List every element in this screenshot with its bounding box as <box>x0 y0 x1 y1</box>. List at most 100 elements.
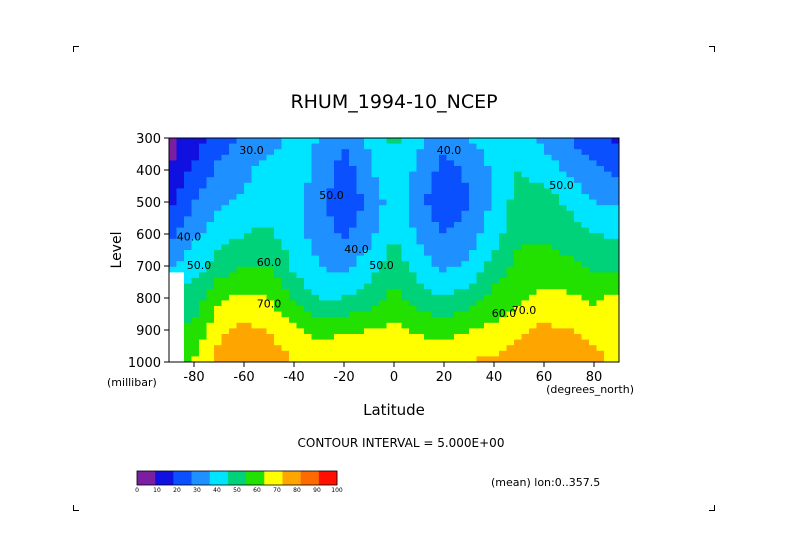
field-cell <box>484 143 493 150</box>
field-cell <box>356 149 365 156</box>
field-cell <box>566 177 575 184</box>
field-cell <box>214 300 223 307</box>
field-cell <box>304 278 313 285</box>
field-cell <box>349 294 358 301</box>
field-cell <box>289 182 298 189</box>
field-cell <box>274 272 283 279</box>
field-cell <box>611 188 619 195</box>
field-cell <box>281 199 290 206</box>
field-cell <box>394 138 403 145</box>
field-cell <box>364 345 373 352</box>
field-cell <box>319 210 328 217</box>
field-cell <box>431 334 440 341</box>
field-cell <box>506 194 515 201</box>
field-cell <box>484 272 493 279</box>
field-cell <box>259 317 268 324</box>
field-cell <box>551 255 560 262</box>
field-cell <box>566 300 575 307</box>
field-cell <box>341 166 350 173</box>
field-cell <box>214 261 223 268</box>
field-cell <box>371 339 380 346</box>
field-cell <box>499 339 508 346</box>
field-cell <box>214 149 223 156</box>
field-cell <box>559 339 568 346</box>
field-cell <box>611 160 619 167</box>
field-cell <box>244 345 253 352</box>
field-cell <box>221 166 230 173</box>
field-cell <box>251 255 260 262</box>
field-cell <box>266 345 275 352</box>
field-cell <box>274 227 283 234</box>
field-cell <box>521 160 530 167</box>
field-cell <box>356 289 365 296</box>
field-cell <box>236 311 245 318</box>
field-cell <box>296 149 305 156</box>
field-cell <box>274 143 283 150</box>
field-cell <box>566 328 575 335</box>
field-cell <box>491 138 500 145</box>
field-cell <box>499 272 508 279</box>
field-cell <box>476 154 485 161</box>
field-cell <box>206 317 215 324</box>
field-cell <box>484 227 493 234</box>
field-cell <box>454 177 463 184</box>
field-cell <box>281 300 290 307</box>
field-cell <box>334 160 343 167</box>
field-cell <box>469 154 478 161</box>
field-cell <box>589 160 598 167</box>
field-cell <box>506 328 515 335</box>
field-cell <box>611 244 619 251</box>
field-cell <box>296 194 305 201</box>
field-cell <box>379 261 388 268</box>
field-cell <box>259 311 268 318</box>
field-cell <box>176 255 185 262</box>
field-cell <box>521 149 530 156</box>
field-cell <box>251 294 260 301</box>
field-cell <box>244 317 253 324</box>
field-cell <box>401 272 410 279</box>
field-cell <box>431 266 440 273</box>
field-cell <box>416 143 425 150</box>
field-cell <box>281 345 290 352</box>
field-cell <box>551 138 560 145</box>
field-cell <box>566 306 575 313</box>
field-cell <box>574 322 583 329</box>
field-cell <box>581 266 590 273</box>
field-cell <box>206 306 215 313</box>
field-cell <box>499 266 508 273</box>
field-cell <box>229 171 238 178</box>
y-tick-label: 1000 <box>128 356 161 371</box>
field-cell <box>574 283 583 290</box>
field-cell <box>379 182 388 189</box>
field-cell <box>319 233 328 240</box>
field-cell <box>529 205 538 212</box>
field-cell <box>536 328 545 335</box>
field-cell <box>536 311 545 318</box>
field-cell <box>514 334 523 341</box>
field-cell <box>536 306 545 313</box>
field-cell <box>311 160 320 167</box>
field-cell <box>191 283 200 290</box>
field-cell <box>289 216 298 223</box>
field-cell <box>244 138 253 145</box>
field-cell <box>521 350 530 357</box>
field-cell <box>379 138 388 145</box>
field-cell <box>529 143 538 150</box>
field-cell <box>221 199 230 206</box>
field-cell <box>551 194 560 201</box>
field-cell <box>266 238 275 245</box>
field-cell <box>326 250 335 257</box>
field-cell <box>229 227 238 234</box>
field-cell <box>514 199 523 206</box>
field-cell <box>574 216 583 223</box>
field-cell <box>334 334 343 341</box>
field-cell <box>326 322 335 329</box>
field-cell <box>521 210 530 217</box>
field-cell <box>214 210 223 217</box>
field-cell <box>401 205 410 212</box>
field-cell <box>311 334 320 341</box>
field-cell <box>589 138 598 145</box>
field-cell <box>581 250 590 257</box>
field-cell <box>319 216 328 223</box>
field-cell <box>424 289 433 296</box>
